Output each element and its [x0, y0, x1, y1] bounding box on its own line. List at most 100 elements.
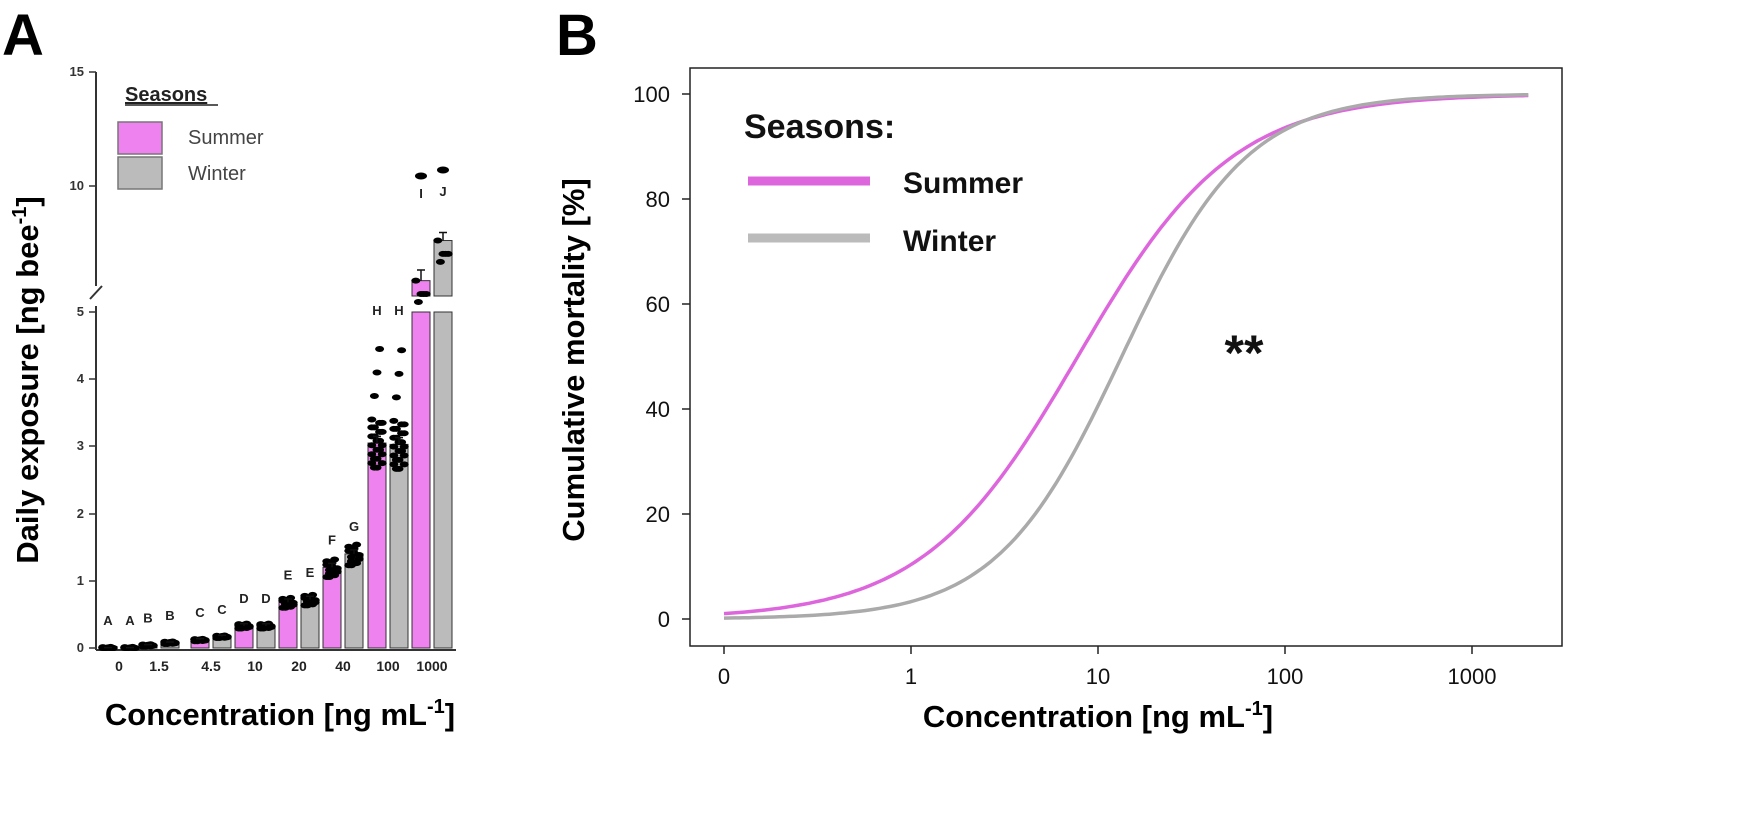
a-data-point: [288, 601, 298, 608]
a-data-point: [236, 625, 246, 632]
a-data-point: [391, 425, 401, 432]
a-significance-letter: I: [419, 186, 423, 201]
a-data-point: [310, 599, 320, 606]
b-x-ticks: 0 1 10 100 1000: [718, 646, 1497, 689]
a-data-point: [399, 461, 409, 468]
a-data-point: [108, 645, 118, 651]
a-data-point: [367, 416, 377, 423]
a-error-bar: [328, 562, 336, 568]
a-data-point: [280, 604, 290, 611]
a-y-tick-label: 2: [77, 506, 84, 521]
a-bar-summer: [367, 442, 387, 649]
a-data-point: [399, 421, 409, 428]
b-x-tick-label: 1: [905, 664, 917, 689]
a-x-tick-label: 10: [247, 658, 263, 674]
a-x-tick-label: 100: [376, 658, 400, 674]
a-error-bar: [196, 637, 204, 640]
a-error-bar: [373, 435, 381, 444]
a-data-point: [372, 464, 382, 471]
a-significance-letter: C: [195, 605, 205, 620]
b-x-tick-label: 1000: [1448, 664, 1497, 689]
a-data-point: [377, 428, 387, 435]
a-data-point: [375, 446, 385, 453]
a-error-bar: [262, 623, 270, 626]
a-legend-label-winter: Winter: [188, 163, 246, 185]
a-error-bar: [306, 595, 314, 600]
a-legend-label-summer: Summer: [188, 127, 264, 149]
a-y-tick-label: 1: [77, 573, 84, 588]
a-data-point: [394, 456, 404, 463]
a-data-point: [352, 541, 362, 548]
a-data-point: [367, 460, 377, 467]
a-bar-winter-upper: [433, 240, 453, 297]
a-data-point: [435, 258, 445, 265]
a-error-bar: [417, 269, 425, 281]
a-data-point: [332, 568, 342, 575]
a-data-point: [389, 461, 399, 468]
a-error-bar: [218, 634, 226, 637]
a-data-point: [344, 547, 354, 554]
b-legend-label-summer: Summer: [903, 167, 1023, 200]
a-significance-letter: B: [143, 611, 152, 626]
a-data-point: [394, 370, 404, 377]
panel-a: A Daily exposure [ng bee-1] 0 1 2 3 4 5 …: [2, 3, 456, 732]
a-y-ticks: 0 1 2 3 4 5 10 15: [70, 64, 96, 655]
a-data-point: [391, 394, 401, 401]
b-y-ticks: 100 80 60 40 20 0: [633, 82, 690, 632]
b-x-tick-label: 0: [718, 664, 730, 689]
a-x-tick-label: 1.5: [149, 658, 169, 674]
b-y-tick-label: 20: [646, 502, 670, 527]
a-error-bar: [395, 436, 403, 445]
panel-b: B Cumulative mortality [%] 100 80 60 40 …: [556, 3, 1563, 734]
a-x-tick-label: 4.5: [201, 658, 221, 674]
b-plot-frame: [689, 67, 1563, 647]
a-data-point: [148, 642, 158, 649]
a-data-point: [367, 451, 377, 458]
b-x-axis-title: Concentration [ng mL-1]: [923, 698, 1273, 734]
a-data-point: [394, 465, 404, 472]
a-data-point: [330, 556, 340, 563]
a-bar-summer: [411, 311, 431, 649]
a-data-point: [415, 172, 427, 180]
a-y-tick-label: 10: [70, 178, 84, 193]
b-x-tick-label: 100: [1267, 664, 1304, 689]
a-data-point: [372, 369, 382, 376]
a-significance-letter: B: [165, 608, 174, 623]
a-data-point: [369, 424, 379, 431]
a-y-tick-label: 0: [77, 640, 84, 655]
a-y-tick-label: 15: [70, 64, 84, 79]
b-series-line-winter: [723, 93, 1529, 620]
a-data-point: [346, 558, 356, 565]
a-x-axis-title: Concentration [ng mL-1]: [105, 696, 455, 732]
a-significance-letter: A: [125, 613, 135, 628]
a-significance-letter: A: [103, 613, 113, 628]
a-data-point: [344, 543, 354, 550]
b-y-tick-label: 80: [646, 187, 670, 212]
a-bar-winter: [389, 443, 409, 649]
b-legend-label-winter: Winter: [903, 225, 996, 258]
a-data-point: [375, 345, 385, 352]
a-data-point: [389, 452, 399, 459]
a-significance-letter: H: [394, 303, 403, 318]
a-error-bar: [166, 641, 174, 643]
b-x-tick-label: 10: [1086, 664, 1110, 689]
a-error-bar: [240, 623, 248, 626]
a-y-tick-label: 4: [77, 371, 85, 386]
panel-letter-b: B: [556, 3, 598, 68]
a-legend-title: Seasons: [125, 84, 207, 106]
a-data-point: [244, 624, 254, 631]
b-y-axis-title: Cumulative mortality [%]: [556, 178, 591, 541]
a-legend-swatch-summer: [117, 121, 163, 155]
a-data-point: [266, 624, 276, 631]
b-y-tick-label: 60: [646, 292, 670, 317]
a-data-point: [324, 574, 334, 581]
b-legend: Seasons: Summer Winter: [744, 108, 1023, 258]
b-y-tick-label: 100: [633, 82, 670, 107]
a-data-point: [397, 347, 407, 354]
a-error-bar: [350, 549, 358, 554]
a-data-point: [302, 602, 312, 609]
a-data-point: [369, 393, 379, 399]
a-data-point: [367, 442, 377, 449]
a-error-bar: [439, 231, 447, 241]
a-legend: Seasons Summer Winter: [117, 84, 264, 190]
